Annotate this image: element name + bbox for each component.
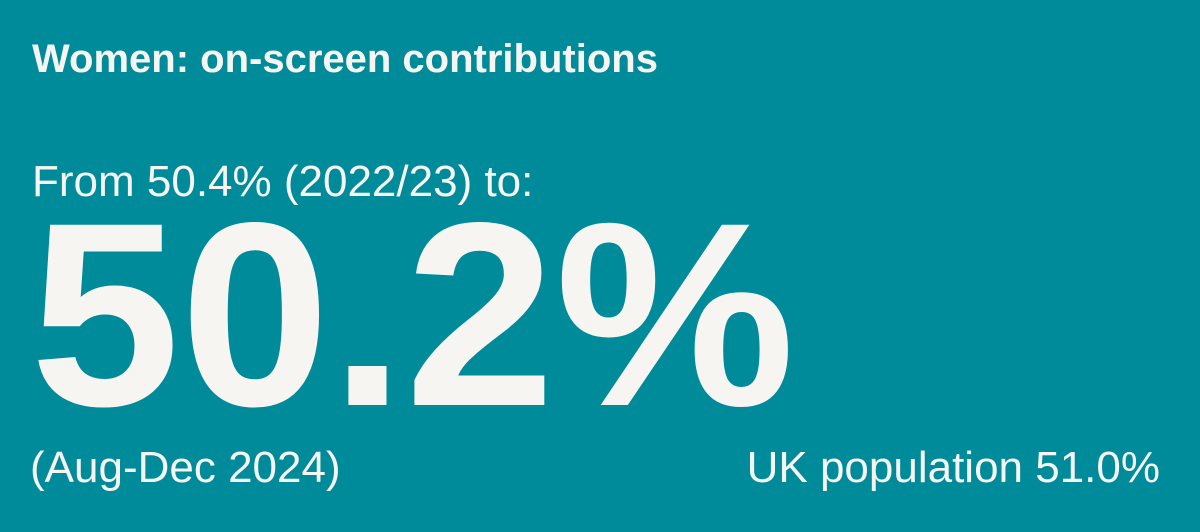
card-title: Women: on-screen contributions xyxy=(32,37,658,81)
comparison-text: UK population 51.0% xyxy=(747,443,1160,492)
headline-value: 50.2% xyxy=(30,168,795,461)
previous-value-text: From 50.4% (2022/23) to: xyxy=(32,157,533,206)
period-text: (Aug-Dec 2024) xyxy=(30,443,341,492)
